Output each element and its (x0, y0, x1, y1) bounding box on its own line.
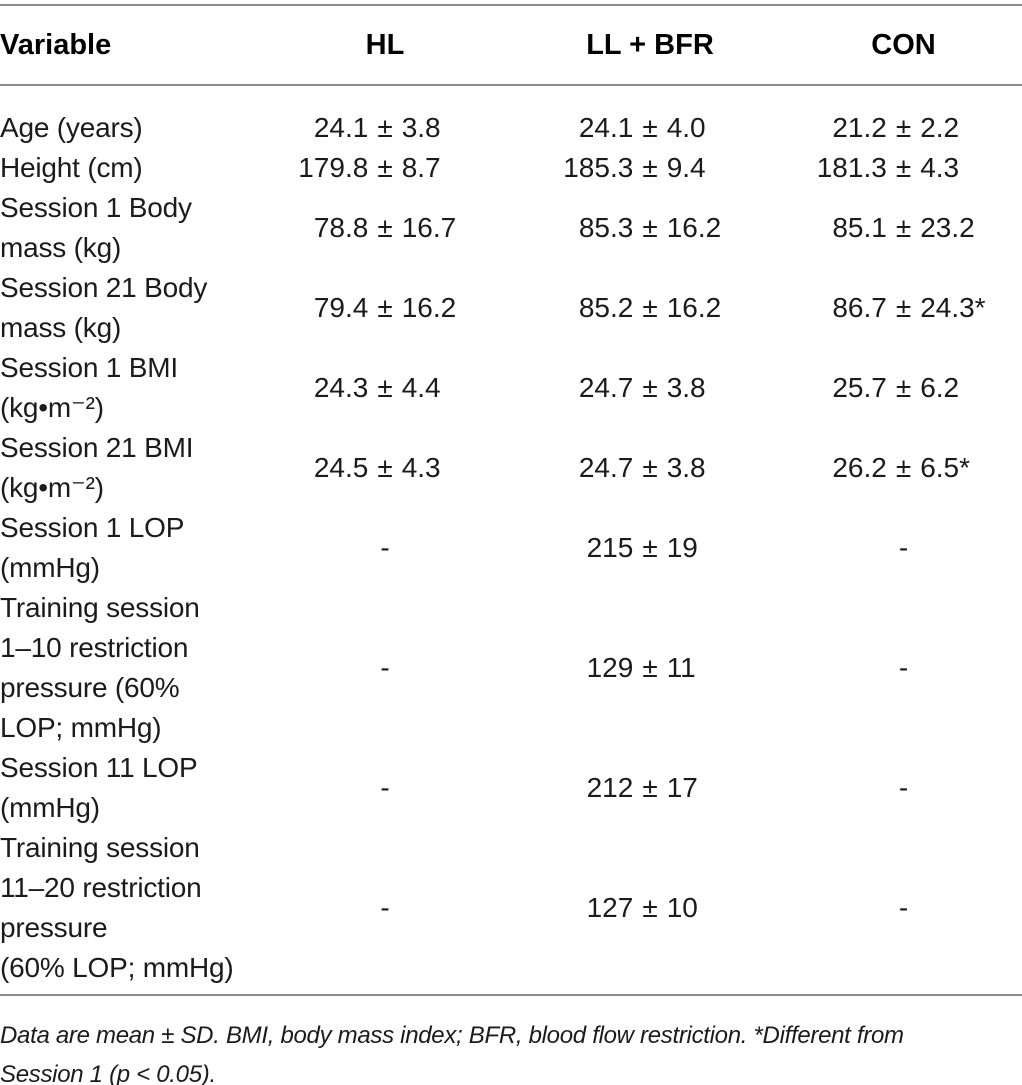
value-cell-ll-bfr: 215 ±19 (586, 532, 698, 563)
value-cell-hl: - (380, 652, 390, 683)
value-cell-hl: - (380, 532, 390, 563)
value-cell-hl: 24.5 ±4.3 (313, 452, 441, 483)
value-cell-con: 25.7 ±6.2 (832, 372, 960, 403)
row-label: Session 1 LOP (mmHg) (0, 512, 185, 583)
value-cell-con: 85.1 ±23.2 (832, 212, 975, 243)
column-header-con: CON (785, 5, 1022, 86)
value-cell-con: - (898, 652, 909, 683)
value-cell-con: - (898, 892, 909, 923)
table-header-row: Variable HL LL + BFR CON (0, 5, 1022, 86)
table-row-session1-body-mass: Session 1 Body mass (kg) 78.8 ±16.7 85.3 ±… (0, 188, 1022, 268)
value-cell-ll-bfr: 127 ±10 (586, 892, 698, 923)
table-row-height: Height (cm) 179.8 ±8.7 185.3 ±9.4 181.3 ±4.… (0, 148, 1022, 188)
table-row-age: Age (years) 24.1 ±3.8 24.1 ±4.0 21.2 ±2.2 (0, 85, 1022, 148)
row-label: Height (cm) (0, 152, 143, 183)
value-cell-ll-bfr: 185.3 ±9.4 (563, 152, 706, 183)
value-cell-ll-bfr: 24.7 ±3.8 (578, 452, 706, 483)
value-cell-hl: 79.4 ±16.2 (313, 292, 457, 323)
row-label: Age (years) (0, 112, 143, 143)
value-cell-con: 26.2 ±6.5* (832, 452, 971, 483)
value-cell-hl: - (380, 892, 390, 923)
column-header-ll-bfr: LL + BFR (515, 5, 785, 86)
value-cell-hl: 179.8 ±8.7 (298, 152, 441, 183)
value-cell-con: 86.7 ±24.3* (832, 292, 986, 323)
row-label: Session 1 Body mass (kg) (0, 192, 192, 263)
table-row-training-1-10-pressure: Training session 1–10 restriction pressu… (0, 588, 1022, 748)
table-row-session1-bmi: Session 1 BMI (kg•m⁻²) 24.3 ±4.4 24.7 ±3.8… (0, 348, 1022, 428)
table-row-training-11-20-pressure: Training session 11–20 restriction press… (0, 828, 1022, 995)
row-label: Session 1 BMI (kg•m⁻²) (0, 352, 178, 423)
row-label: Session 21 Body mass (kg) (0, 272, 208, 343)
value-cell-hl: - (380, 772, 390, 803)
table-row-session21-body-mass: Session 21 Body mass (kg) 79.4 ±16.2 85.2… (0, 268, 1022, 348)
row-label: Training session 1–10 restriction pressu… (0, 592, 200, 743)
table-footnote: Data are mean ± SD. BMI, body mass index… (0, 1022, 904, 1085)
value-cell-ll-bfr: 24.1 ±4.0 (578, 112, 706, 143)
value-cell-ll-bfr: 212 ±17 (586, 772, 698, 803)
table-row-session21-bmi: Session 21 BMI (kg•m⁻²) 24.5 ±4.3 24.7 ±3.… (0, 428, 1022, 508)
column-header-hl: HL (255, 5, 515, 86)
value-cell-hl: 78.8 ±16.7 (313, 212, 457, 243)
value-cell-ll-bfr: 85.3 ±16.2 (578, 212, 722, 243)
value-cell-con: 181.3 ±4.3 (816, 152, 960, 183)
table-body: Age (years) 24.1 ±3.8 24.1 ±4.0 21.2 ±2.2 H… (0, 85, 1022, 995)
row-label: Training session 11–20 restriction press… (0, 832, 234, 983)
table-row-session11-lop: Session 11 LOP (mmHg) - 212 ±17 - (0, 748, 1022, 828)
table-header: Variable HL LL + BFR CON (0, 5, 1022, 86)
row-label: Session 21 BMI (kg•m⁻²) (0, 432, 194, 503)
column-header-variable: Variable (0, 5, 255, 86)
value-cell-con: - (898, 532, 909, 563)
row-label: Session 11 LOP (mmHg) (0, 752, 198, 823)
table-row-session1-lop: Session 1 LOP (mmHg) - 215 ±19 - (0, 508, 1022, 588)
participant-characteristics-table: Variable HL LL + BFR CON Age (years) 24.… (0, 4, 1022, 996)
value-cell-con: 21.2 ±2.2 (832, 112, 960, 143)
value-cell-hl: 24.1 ±3.8 (313, 112, 441, 143)
value-cell-ll-bfr: 85.2 ±16.2 (578, 292, 722, 323)
value-cell-ll-bfr: 24.7 ±3.8 (578, 372, 706, 403)
value-cell-ll-bfr: 129 ±11 (586, 652, 696, 683)
value-cell-con: - (898, 772, 909, 803)
value-cell-hl: 24.3 ±4.4 (313, 372, 441, 403)
